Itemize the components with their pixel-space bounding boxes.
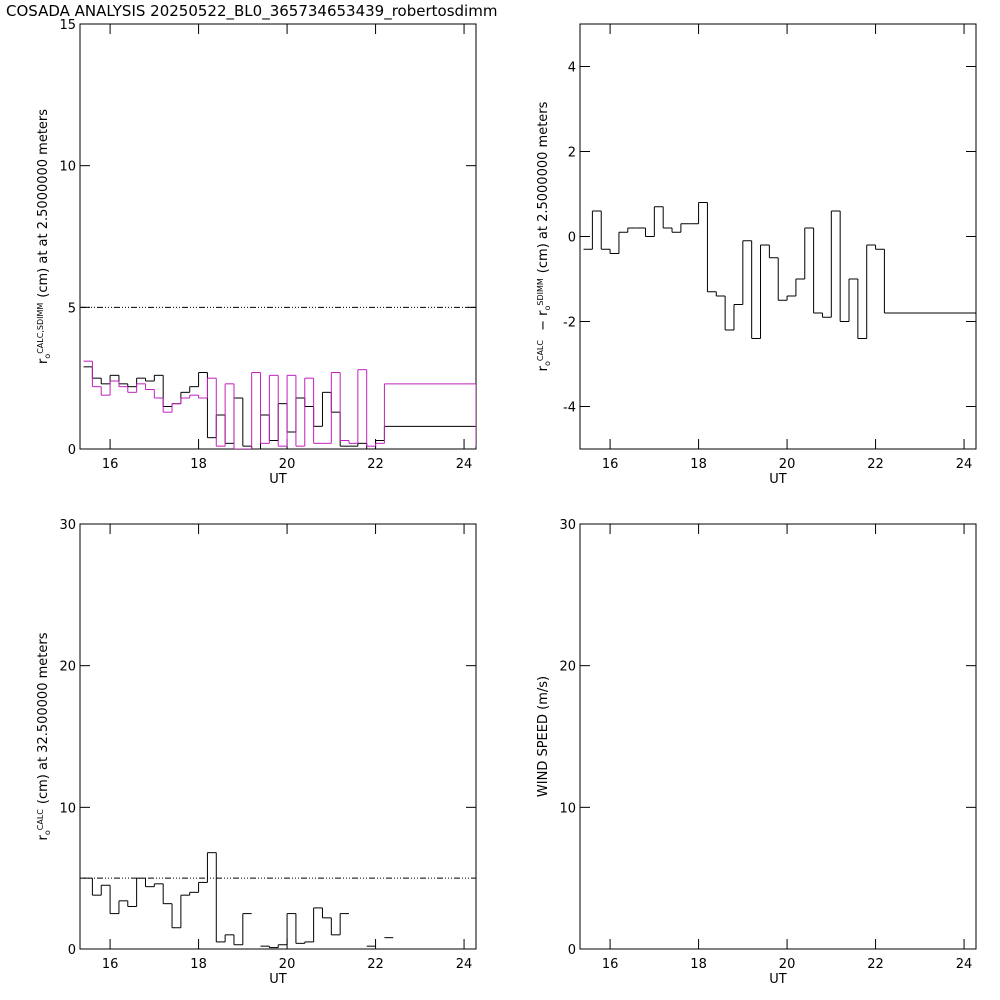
panel: 16 18 20 22 24 0 5 10 15 UT roCALC,SDIMM (cm) at at… (36, 18, 477, 487)
x-tick-label: 22 (367, 957, 384, 972)
x-tick-label: 18 (690, 457, 707, 472)
x-axis-label: UT (269, 472, 287, 487)
y-tick-label: 15 (59, 18, 76, 33)
y-tick-label: 10 (59, 801, 76, 816)
x-tick-label: 20 (779, 957, 796, 972)
y-tick-label: 0 (68, 943, 76, 958)
x-tick-label: 16 (102, 457, 119, 472)
y-label-part: r (536, 365, 551, 371)
y-tick-label: 0 (68, 443, 76, 458)
plot-frame (79, 23, 477, 450)
x-tick-label: 24 (956, 457, 973, 472)
y-axis-label: roCALC,SDIMM (cm) at at 2.5000000 meters (36, 109, 52, 364)
x-axis-label: UT (269, 972, 287, 987)
x-tick-label: 24 (456, 457, 473, 472)
y-tick-label: 30 (59, 518, 76, 533)
series (583, 202, 976, 339)
panel: 16 18 20 22 24 0 10 20 30 UT roCALC (cm) at 32.5000… (36, 518, 477, 987)
y-tick-label: 10 (559, 801, 576, 816)
y-tick-label: 20 (59, 660, 76, 675)
x-tick-label: 20 (279, 957, 296, 972)
y-axis-label: roCALC (cm) at 32.500000 meters (36, 632, 52, 840)
panel: 16 18 20 22 24 0 10 20 30 UT WIND SPEED (m/s) (536, 518, 977, 987)
y-axis-label: roCALC − roSDIMM(cm) at 2.5000000 meters (536, 101, 552, 371)
x-tick-label: 16 (602, 457, 619, 472)
y-label-part: (cm) at 2.5000000 meters (536, 101, 551, 273)
y-tick-label: 4 (568, 61, 576, 76)
y-tick-label: 30 (559, 518, 576, 533)
y-tick-label: -2 (563, 316, 576, 331)
plot-frame (579, 523, 977, 950)
y-label-part: o (43, 830, 52, 835)
x-tick-label: 18 (190, 957, 207, 972)
x-tick-label: 18 (690, 957, 707, 972)
y-label-part: o (543, 306, 552, 311)
y-label-part: CALC,SDIMM (36, 303, 45, 354)
x-axis-label: UT (769, 472, 787, 487)
y-label-part: (cm) at 32.500000 meters (36, 632, 51, 804)
y-label-part: r (36, 834, 51, 840)
y-label-part: r (36, 358, 51, 364)
series (83, 360, 476, 449)
y-label-part: (cm) at at 2.5000000 meters (36, 109, 51, 298)
y-label-part: WIND SPEED (m/s) (536, 676, 551, 797)
y-tick-label: 0 (568, 231, 576, 246)
y-label-part: o (43, 354, 52, 359)
y-label-part: CALC (536, 340, 545, 362)
y-label-part: SDIMM (536, 278, 545, 306)
y-label-part: CALC (36, 809, 45, 831)
x-tick-label: 22 (867, 957, 884, 972)
y-label-part: − r (536, 310, 551, 335)
x-tick-label: 20 (279, 457, 296, 472)
x-tick-label: 18 (190, 457, 207, 472)
y-tick-label: 0 (568, 943, 576, 958)
y-tick-label: 2 (568, 146, 576, 161)
x-axis-label: UT (769, 972, 787, 987)
series (83, 852, 394, 949)
page-title: COSADA ANALYSIS 20250522_BL0_36573465343… (6, 2, 497, 21)
x-tick-label: 16 (602, 957, 619, 972)
y-tick-label: 5 (68, 301, 76, 316)
x-tick-label: 22 (867, 457, 884, 472)
y-tick-label: 10 (59, 160, 76, 175)
x-tick-label: 20 (779, 457, 796, 472)
y-label-part: o (543, 361, 552, 366)
y-axis-label: WIND SPEED (m/s) (536, 676, 551, 797)
x-tick-label: 16 (102, 957, 119, 972)
plot-frame (79, 523, 477, 950)
x-tick-label: 24 (956, 957, 973, 972)
x-tick-label: 22 (367, 457, 384, 472)
y-tick-label: -4 (563, 401, 576, 416)
x-tick-label: 24 (456, 957, 473, 972)
y-tick-label: 20 (559, 660, 576, 675)
